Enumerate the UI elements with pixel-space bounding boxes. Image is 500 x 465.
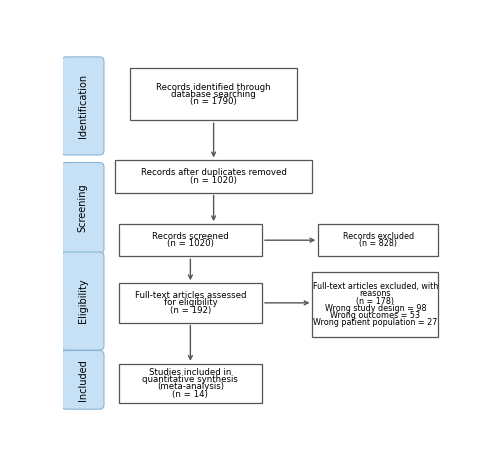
Text: (n = 1020): (n = 1020): [190, 176, 237, 185]
Text: for eligibility: for eligibility: [164, 299, 217, 307]
Text: Full-text articles excluded, with: Full-text articles excluded, with: [313, 282, 438, 291]
Text: (n = 1020): (n = 1020): [167, 239, 214, 248]
Text: Wrong patient population = 27: Wrong patient population = 27: [313, 318, 438, 327]
FancyBboxPatch shape: [118, 224, 262, 256]
FancyBboxPatch shape: [118, 283, 262, 323]
FancyBboxPatch shape: [130, 68, 297, 120]
Text: Full-text articles assessed: Full-text articles assessed: [134, 291, 246, 300]
Text: Wrong outcomes = 53: Wrong outcomes = 53: [330, 311, 420, 320]
FancyBboxPatch shape: [318, 224, 438, 256]
FancyBboxPatch shape: [115, 160, 312, 193]
Text: Eligibility: Eligibility: [78, 279, 88, 323]
FancyBboxPatch shape: [118, 364, 262, 403]
Text: Included: Included: [78, 359, 88, 401]
FancyBboxPatch shape: [62, 351, 104, 409]
Text: (meta-analysis): (meta-analysis): [157, 383, 224, 392]
FancyBboxPatch shape: [62, 57, 104, 155]
Text: Screening: Screening: [78, 184, 88, 232]
Text: reasons: reasons: [360, 289, 391, 299]
FancyBboxPatch shape: [312, 272, 438, 337]
Text: (n = 178): (n = 178): [356, 297, 395, 306]
Text: quantitative synthesis: quantitative synthesis: [142, 375, 238, 385]
Text: Identification: Identification: [78, 74, 88, 138]
FancyBboxPatch shape: [62, 162, 104, 253]
Text: (n = 828): (n = 828): [360, 239, 398, 248]
Text: Wrong study design = 98: Wrong study design = 98: [324, 304, 426, 313]
Text: Records excluded: Records excluded: [343, 232, 414, 241]
Text: (n = 192): (n = 192): [170, 306, 211, 314]
Text: Records identified through: Records identified through: [156, 83, 271, 92]
Text: Records after duplicates removed: Records after duplicates removed: [140, 168, 286, 177]
Text: Studies included in: Studies included in: [149, 368, 232, 377]
Text: Records screened: Records screened: [152, 232, 229, 241]
Text: (n = 1790): (n = 1790): [190, 97, 237, 106]
Text: database searching: database searching: [171, 90, 256, 99]
Text: (n = 14): (n = 14): [172, 390, 208, 399]
FancyBboxPatch shape: [62, 252, 104, 350]
